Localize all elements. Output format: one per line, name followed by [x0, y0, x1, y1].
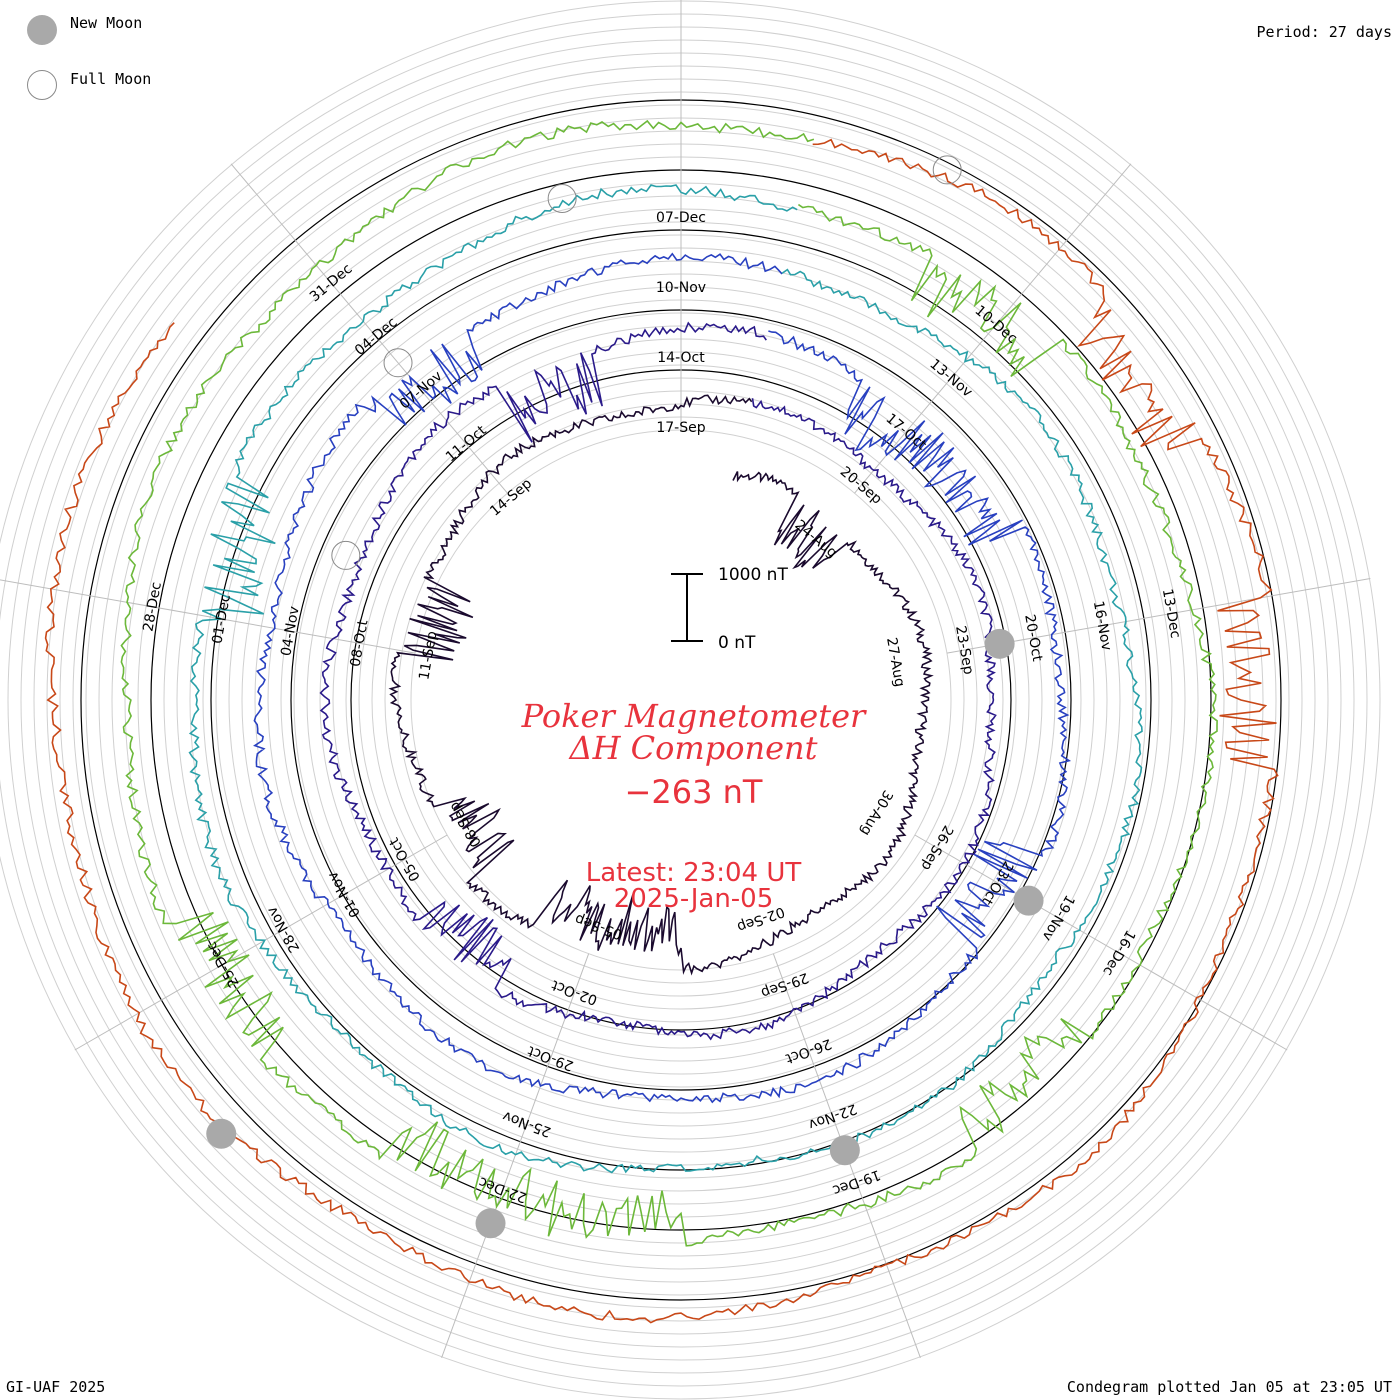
footer-credit: GI-UAF 2025 — [6, 1378, 106, 1396]
date-label: 23-Sep — [952, 624, 976, 675]
trace-cycle-3 — [253, 252, 1072, 1104]
legend-new-moon-label: New Moon — [70, 14, 143, 32]
period-label: Period: 27 days — [1256, 23, 1392, 41]
full-moon-marker — [547, 183, 577, 213]
latest-time: Latest: 23:04 UT — [585, 858, 802, 888]
new-moon-marker — [829, 1135, 860, 1166]
date-label: 29-Oct — [525, 1042, 576, 1073]
scale-top-label: 1000 nT — [718, 565, 788, 585]
date-label: 04-Dec — [352, 315, 401, 359]
scale-bar: 1000 nT 0 nT — [671, 565, 788, 653]
date-label: 28-Dec — [140, 581, 164, 633]
full-moon-marker — [383, 348, 413, 378]
scale-bottom-label: 0 nT — [718, 633, 756, 653]
new-moon-legend-icon — [27, 15, 57, 45]
grid-spokes — [0, 0, 1371, 1358]
date-label: 29-Sep — [759, 969, 811, 1001]
date-label: 13-Nov — [926, 356, 975, 401]
chart-title-line1: Poker Magnetometer — [521, 697, 866, 735]
current-value: −263 nT — [624, 773, 763, 811]
grid-spoke — [230, 163, 508, 494]
date-label: 25-Nov — [501, 1108, 554, 1140]
date-label: 13-Dec — [1159, 588, 1183, 640]
grid-spoke — [946, 577, 1371, 654]
grid-spoke — [74, 834, 448, 1051]
date-label: 27-Aug — [883, 636, 907, 688]
trace-cycle-5 — [120, 119, 1218, 1247]
date-label: 02-Oct — [549, 976, 600, 1007]
date-label: 17-Sep — [656, 420, 705, 436]
new-moon-marker — [1013, 885, 1044, 916]
date-label: 10-Nov — [656, 280, 706, 296]
trace-cycle-6 — [44, 138, 1279, 1324]
trace-cycle-4 — [188, 184, 1143, 1174]
chart-title-line2: ΔH Component — [569, 729, 818, 767]
legend-full-moon-label: Full Moon — [70, 70, 152, 88]
date-label: 11-Oct — [443, 422, 490, 465]
date-label: 04-Nov — [278, 605, 302, 657]
date-label: 14-Oct — [657, 350, 705, 366]
footer-plotted: Condegram plotted Jan 05 at 23:05 UT — [1066, 1378, 1392, 1396]
full-moon-legend-icon — [27, 70, 57, 100]
latest-date: 2025-Jan-05 — [613, 884, 774, 914]
new-moon-marker — [475, 1208, 506, 1239]
data-traces — [44, 119, 1279, 1324]
full-moon-marker — [932, 155, 962, 185]
date-label: 07-Dec — [656, 210, 706, 226]
date-label: 14-Sep — [487, 476, 535, 520]
new-moon-marker — [984, 628, 1015, 659]
trace-cycle-1 — [388, 394, 934, 976]
trace-cycle-2 — [319, 321, 997, 1041]
moon-markers — [206, 155, 1044, 1239]
full-moon-marker — [331, 540, 361, 570]
new-moon-marker — [206, 1118, 237, 1149]
date-label: 20-Oct — [1021, 613, 1045, 663]
grid-spoke — [914, 834, 1288, 1051]
grid-spoke — [0, 579, 416, 654]
date-label: 08-Oct — [348, 618, 372, 668]
grid-spoke — [441, 953, 590, 1358]
